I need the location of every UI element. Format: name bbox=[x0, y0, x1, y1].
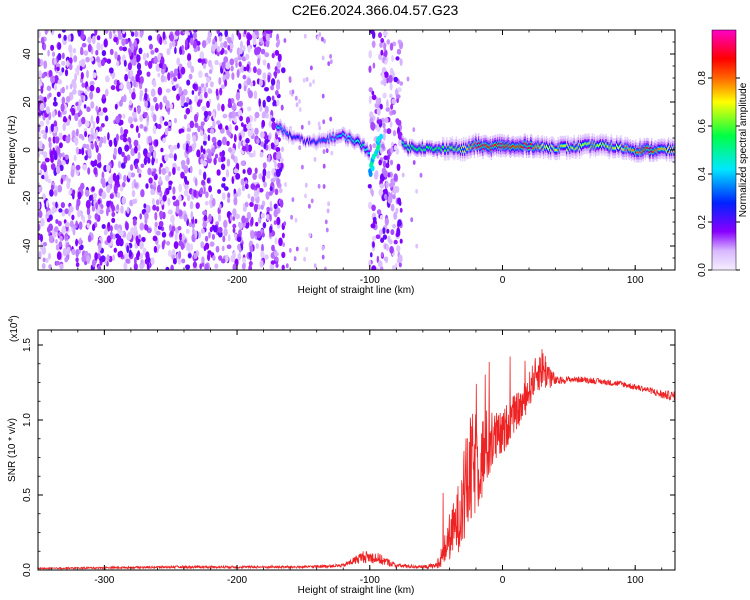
colorbar-tick-label: 0.6 bbox=[697, 119, 708, 133]
spectrogram-ytick-label: 20 bbox=[22, 96, 33, 108]
snr-xtick-label: -200 bbox=[227, 575, 247, 586]
snr-scale-label: (x104) bbox=[8, 315, 20, 342]
snr-xtick-label: 100 bbox=[627, 575, 644, 586]
spectrogram-xtick-label: -100 bbox=[360, 275, 380, 286]
colorbar-label: Normalized spectral amplitude bbox=[738, 82, 749, 217]
spectrogram-xlabel: Height of straight line (km) bbox=[298, 285, 415, 296]
snr-line bbox=[38, 349, 675, 570]
snr-scale-base: (x10 bbox=[9, 322, 20, 342]
snr-xtick-label: -300 bbox=[94, 575, 114, 586]
colorbar-tick-label: 0.4 bbox=[697, 167, 708, 181]
snr-ylabel: SNR (10 * v/v) bbox=[7, 418, 18, 482]
snr-ytick-label: 0.5 bbox=[22, 488, 33, 502]
spectrogram-ylabel: Frequency (Hz) bbox=[7, 116, 18, 185]
spectrogram-xtick-label: -300 bbox=[94, 275, 114, 286]
snr-ytick-label: 0.0 bbox=[22, 563, 33, 577]
spectrogram-xtick-label: 0 bbox=[500, 275, 506, 286]
snr-ytick-label: 1.0 bbox=[22, 413, 33, 427]
snr-frame bbox=[37, 329, 676, 571]
colorbar-tick-label: 0.0 bbox=[697, 263, 708, 277]
spectrogram-ytick-label: 40 bbox=[22, 48, 33, 60]
snr-scale-exp: 4 bbox=[8, 319, 15, 323]
spectrogram-xtick-label: -200 bbox=[227, 275, 247, 286]
figure-title: C2E6.2024.366.04.57.G23 bbox=[291, 2, 459, 18]
svg-text:(x104): (x104) bbox=[8, 315, 20, 342]
spectrogram-xtick-label: 100 bbox=[627, 275, 644, 286]
snr-xlabel: Height of straight line (km) bbox=[298, 585, 415, 596]
spectrogram-signal bbox=[276, 118, 675, 177]
colorbar bbox=[711, 29, 737, 271]
colorbar-tick-label: 0.8 bbox=[697, 71, 708, 85]
spectrogram-noise bbox=[38, 30, 424, 270]
colorbar-tick-label: 0.2 bbox=[697, 215, 708, 229]
spectrogram-ytick-label: 0 bbox=[22, 147, 33, 153]
snr-ytick-label: 1.5 bbox=[22, 338, 33, 352]
spectrogram-ytick-label: -20 bbox=[22, 190, 33, 205]
spectrogram-ytick-label: -40 bbox=[22, 238, 33, 253]
snr-xtick-label: -100 bbox=[360, 575, 380, 586]
snr-xtick-label: 0 bbox=[500, 575, 506, 586]
